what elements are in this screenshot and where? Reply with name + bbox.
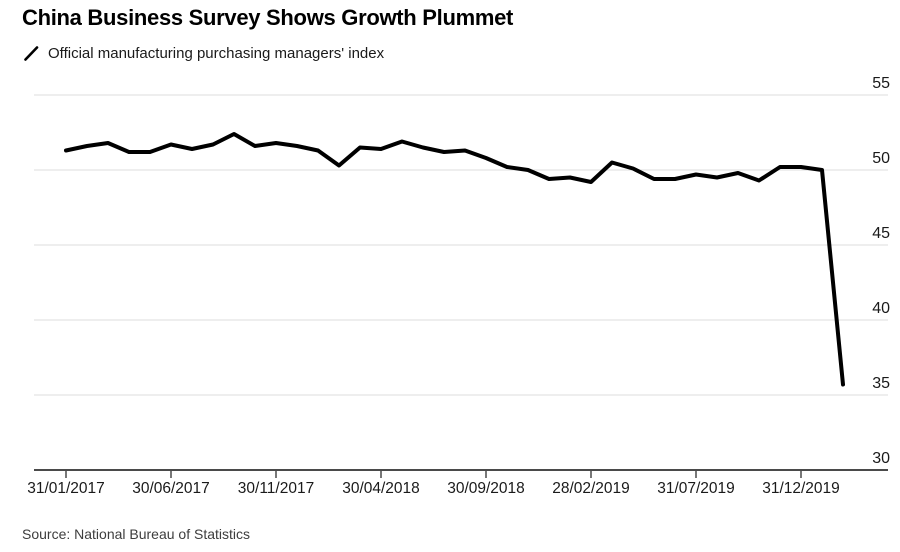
plot-area: 55 50 45 40 35 30 31/01/2017 30/06/2017 30/11/20…	[27, 75, 890, 497]
legend-label: Official manufacturing purchasing manage…	[48, 45, 385, 62]
y-axis-tick-label: 45	[872, 225, 890, 242]
legend-line-icon	[24, 46, 39, 61]
x-axis-tick-label: 31/01/2017	[27, 480, 105, 497]
y-axis-tick-label: 55	[872, 75, 890, 92]
legend: Official manufacturing purchasing manage…	[24, 45, 384, 62]
y-axis-tick-label: 35	[872, 375, 890, 392]
source-note: Source: National Bureau of Statistics	[22, 526, 251, 542]
pmi-line-series	[64, 132, 845, 387]
x-axis-tick-label: 30/04/2018	[342, 480, 420, 497]
chart-title: China Business Survey Shows Growth Plumm…	[22, 5, 514, 30]
x-axis-tick-label: 30/09/2018	[447, 480, 525, 497]
x-axis-tick-label: 31/07/2019	[657, 480, 735, 497]
x-axis-tick-label: 30/06/2017	[132, 480, 210, 497]
y-axis-tick-label: 50	[872, 150, 890, 167]
x-axis-tick-label: 30/11/2017	[238, 480, 314, 497]
y-axis-tick-label: 40	[872, 300, 890, 317]
x-axis-tick-label: 31/12/2019	[762, 480, 840, 497]
x-axis-tick-label: 28/02/2019	[552, 480, 630, 497]
y-axis-tick-label: 30	[872, 450, 890, 467]
